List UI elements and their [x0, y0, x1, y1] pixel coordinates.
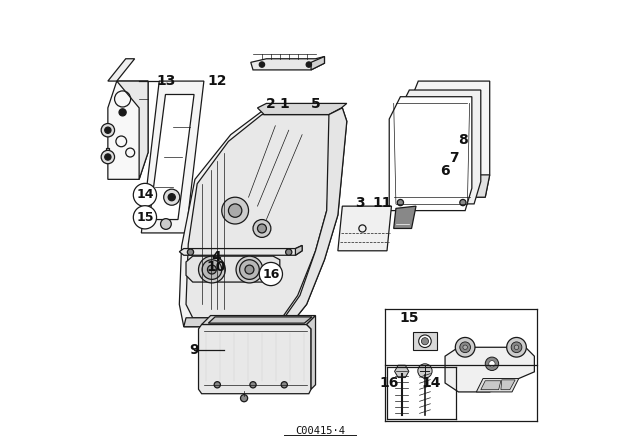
Circle shape — [421, 338, 429, 345]
Polygon shape — [108, 59, 134, 81]
Text: 16: 16 — [380, 375, 399, 390]
Text: 4: 4 — [211, 250, 221, 264]
Circle shape — [485, 357, 499, 370]
Text: 7: 7 — [449, 151, 459, 165]
Polygon shape — [198, 324, 311, 394]
Polygon shape — [395, 365, 409, 378]
Polygon shape — [186, 115, 333, 318]
Text: 1: 1 — [280, 97, 289, 111]
Text: 5: 5 — [310, 97, 321, 111]
Text: 14: 14 — [136, 189, 154, 202]
Circle shape — [241, 395, 248, 402]
Text: 2: 2 — [266, 97, 276, 111]
Polygon shape — [251, 56, 324, 70]
Circle shape — [489, 361, 495, 367]
Text: 11: 11 — [372, 196, 392, 210]
Polygon shape — [338, 206, 392, 251]
Circle shape — [228, 204, 242, 217]
Polygon shape — [501, 380, 515, 390]
Circle shape — [259, 62, 264, 67]
Polygon shape — [186, 256, 280, 282]
Circle shape — [511, 342, 522, 353]
Circle shape — [198, 256, 225, 283]
Circle shape — [460, 199, 466, 206]
Circle shape — [105, 154, 111, 160]
Polygon shape — [476, 379, 519, 392]
Circle shape — [168, 194, 175, 201]
Text: 15: 15 — [399, 311, 419, 325]
Circle shape — [245, 265, 254, 274]
Circle shape — [133, 206, 157, 229]
Polygon shape — [108, 81, 148, 179]
Polygon shape — [202, 315, 316, 324]
Polygon shape — [413, 332, 437, 350]
Polygon shape — [184, 318, 289, 327]
Polygon shape — [307, 315, 316, 389]
Text: 9: 9 — [189, 343, 199, 357]
Circle shape — [202, 260, 221, 280]
Polygon shape — [481, 381, 501, 390]
Circle shape — [133, 183, 157, 207]
Polygon shape — [106, 148, 109, 161]
Polygon shape — [179, 108, 347, 327]
Circle shape — [188, 249, 194, 255]
Circle shape — [306, 62, 312, 67]
Circle shape — [101, 124, 115, 137]
Text: 10: 10 — [207, 260, 226, 274]
Polygon shape — [410, 81, 490, 197]
Circle shape — [214, 382, 220, 388]
Polygon shape — [398, 90, 481, 204]
Circle shape — [119, 109, 126, 116]
Circle shape — [207, 265, 216, 274]
Circle shape — [164, 189, 180, 205]
Circle shape — [239, 260, 259, 280]
Text: 13: 13 — [156, 74, 175, 88]
Circle shape — [236, 256, 263, 283]
Circle shape — [460, 342, 470, 353]
Circle shape — [507, 337, 526, 357]
Polygon shape — [149, 95, 194, 220]
Text: 16: 16 — [262, 267, 280, 280]
Circle shape — [419, 335, 431, 348]
Polygon shape — [179, 246, 302, 255]
Polygon shape — [410, 175, 490, 197]
Circle shape — [221, 197, 248, 224]
Circle shape — [105, 127, 111, 134]
Circle shape — [285, 249, 292, 255]
Text: 14: 14 — [422, 375, 442, 390]
Polygon shape — [116, 81, 148, 179]
Circle shape — [250, 382, 256, 388]
Polygon shape — [284, 108, 347, 327]
Polygon shape — [141, 81, 204, 233]
Circle shape — [281, 382, 287, 388]
Circle shape — [397, 199, 403, 206]
Polygon shape — [389, 97, 472, 211]
Circle shape — [257, 224, 266, 233]
Text: 12: 12 — [207, 74, 227, 88]
Circle shape — [515, 345, 519, 349]
Circle shape — [463, 345, 467, 349]
Circle shape — [101, 151, 115, 164]
Polygon shape — [445, 347, 534, 392]
Circle shape — [418, 364, 432, 378]
Polygon shape — [311, 56, 324, 70]
Circle shape — [455, 337, 475, 357]
Text: 3: 3 — [355, 196, 365, 210]
Polygon shape — [296, 246, 302, 255]
Text: C00415·4: C00415·4 — [295, 426, 345, 436]
Text: 15: 15 — [136, 211, 154, 224]
Polygon shape — [257, 103, 347, 115]
Text: 6: 6 — [440, 164, 450, 178]
Circle shape — [253, 220, 271, 237]
Circle shape — [259, 263, 282, 286]
Text: 8: 8 — [458, 133, 468, 147]
Polygon shape — [394, 206, 416, 228]
Polygon shape — [209, 317, 312, 323]
Circle shape — [161, 219, 172, 229]
